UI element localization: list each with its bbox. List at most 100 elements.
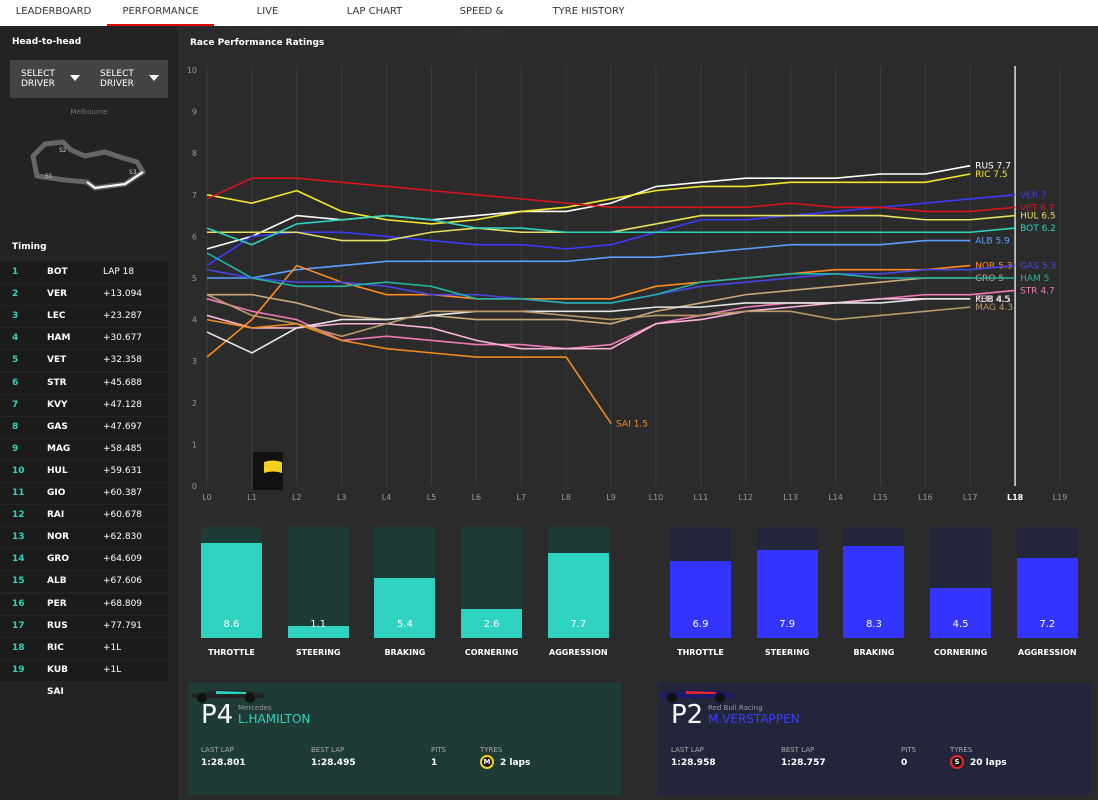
series-name: NOR [975,262,995,272]
timing-row: 9 MAG +58.485 [0,438,168,460]
series-line [206,293,971,338]
wheel [197,693,207,703]
series-line [206,318,612,425]
track-map: S2 S1 S3 [30,139,146,191]
timing-row: 7 KVY +47.128 [0,394,168,416]
position: 9 [12,443,19,454]
y-tick-label: 9 [192,108,197,117]
car-stripe [216,691,246,694]
gap: +1L [103,642,122,653]
yellow-flag [264,460,282,473]
bar-label: AGGRESSION [549,648,608,657]
driver-code: SAI [47,686,64,697]
timing-row: 4 HAM +30.677 [0,328,168,350]
tab[interactable]: PERFORMANCE [107,0,214,26]
position: 12 [12,510,25,521]
x-tick-label: L8 [561,493,571,502]
bar [1016,558,1078,638]
timing-row: 6 STR +45.688 [0,372,168,394]
y-tick-label: 3 [192,357,197,366]
driver-name: L.HAMILTON [238,712,311,726]
series-line [206,173,971,225]
x-tick-label: L9 [606,493,616,502]
bar-label: BRAKING [853,648,895,657]
x-tick-label: L13 [783,493,798,502]
gap: +60.387 [103,488,143,498]
series-end-label: VER 7 [1020,191,1047,201]
driver-code: GAS [47,421,68,432]
timing-row: 16 PER +68.809 [0,593,168,615]
tab[interactable]: LIVE COMMENTARY [232,6,303,41]
tab[interactable]: LAP CHART [346,6,403,17]
select-driver[interactable]: SELECT DRIVER [10,60,89,98]
driver-code: GIO [47,488,66,498]
gap: +32.358 [103,355,143,366]
series-end-label: GRO 5 [975,274,1004,284]
sidebar: Head-to-head SELECT DRIVER SELECT DRIVER… [0,26,178,800]
car-icon [662,690,734,703]
gap: +77.791 [103,620,143,631]
y-tick-label: 4 [192,316,197,325]
button-label[interactable]: SELECT DRIVER [100,69,134,89]
tyre-laps: 2 laps [500,758,531,768]
driver-code: HAM [47,333,71,344]
bar-label: CORNERING [464,648,519,657]
gap: +23.287 [103,311,143,322]
position: 17 [12,620,25,631]
timing-title: Timing [12,242,47,252]
position: P2 [671,700,704,730]
tab[interactable]: TYRE HISTORY [552,6,625,17]
driver-card: P2 Red Bull Racing M.VERSTAPPEN LAST LAP BES… [658,682,1091,795]
driver-code: HUL [47,465,68,476]
bar-value: 7.9 [779,619,796,630]
bar-value: 8.3 [865,619,882,630]
x-tick-label: L6 [472,493,482,502]
driver-code: BOT [47,267,68,277]
series-end-label: RIC 7.5 [975,170,1007,180]
button-label[interactable]: SELECT DRIVER [21,69,55,89]
series-name: STR [1020,286,1037,296]
wheel [715,693,725,703]
driver-code: NOR [47,532,70,543]
gap: +60.678 [103,510,143,521]
bar-value: 4.5 [952,619,969,630]
stat-label: TYRES [950,746,973,754]
wheel [667,693,677,703]
tab-bar: LEADERBOARD PERFORMANCE LIVE COMMENTARY LAP… [0,0,1098,41]
position: 13 [12,532,25,543]
x-tick-label: L10 [649,493,664,502]
driver-code: RUS [47,620,68,631]
stat-label: LAST LAP [671,746,704,754]
x-tick-label: L15 [873,493,888,502]
x-tick-label: L14 [828,493,843,502]
select-driver[interactable]: SELECT DRIVER [89,60,168,98]
performance-chart: Race Performance Ratings L0 L1 L2 L3 L4 L5 L6 L… [187,38,1068,502]
gap: +47.128 [103,399,143,410]
x-tick-label: L17 [963,493,978,502]
bar-value: 5.4 [396,619,413,630]
gap: +64.609 [103,554,143,565]
bar [756,550,818,638]
timing-row: 19 KUB +1L [0,659,168,681]
series-line [206,252,1016,304]
x-tick-label: L2 [292,493,302,502]
series-value: 7 [1041,191,1047,201]
tab[interactable]: LEADERBOARD [15,6,92,17]
tab[interactable]: SPEED & WEATHER [456,6,507,41]
timing-row: 11 GIO +60.387 [0,483,168,504]
bar-value: 7.2 [1039,619,1056,630]
driver-card: P4 Mercedes L.HAMILTON LAST LAP BEST LAP PITS… [188,682,621,795]
driver-code: ALB [47,576,67,587]
heading: Head-to-head [12,37,82,47]
series-line [206,264,971,358]
y-tick-label: 7 [192,191,197,200]
series-value: 7.7 [997,162,1011,172]
position: 7 [12,399,19,410]
driver-code: RAI [47,510,65,521]
position: 19 [12,664,25,675]
series-end-label: STR 4.7 [1020,286,1055,296]
series-name: HUL [1020,212,1038,222]
x-tick-label: L3 [337,493,347,502]
bar-value: 6.9 [692,619,709,630]
timing-row: 17 RUS +77.791 [0,615,168,637]
